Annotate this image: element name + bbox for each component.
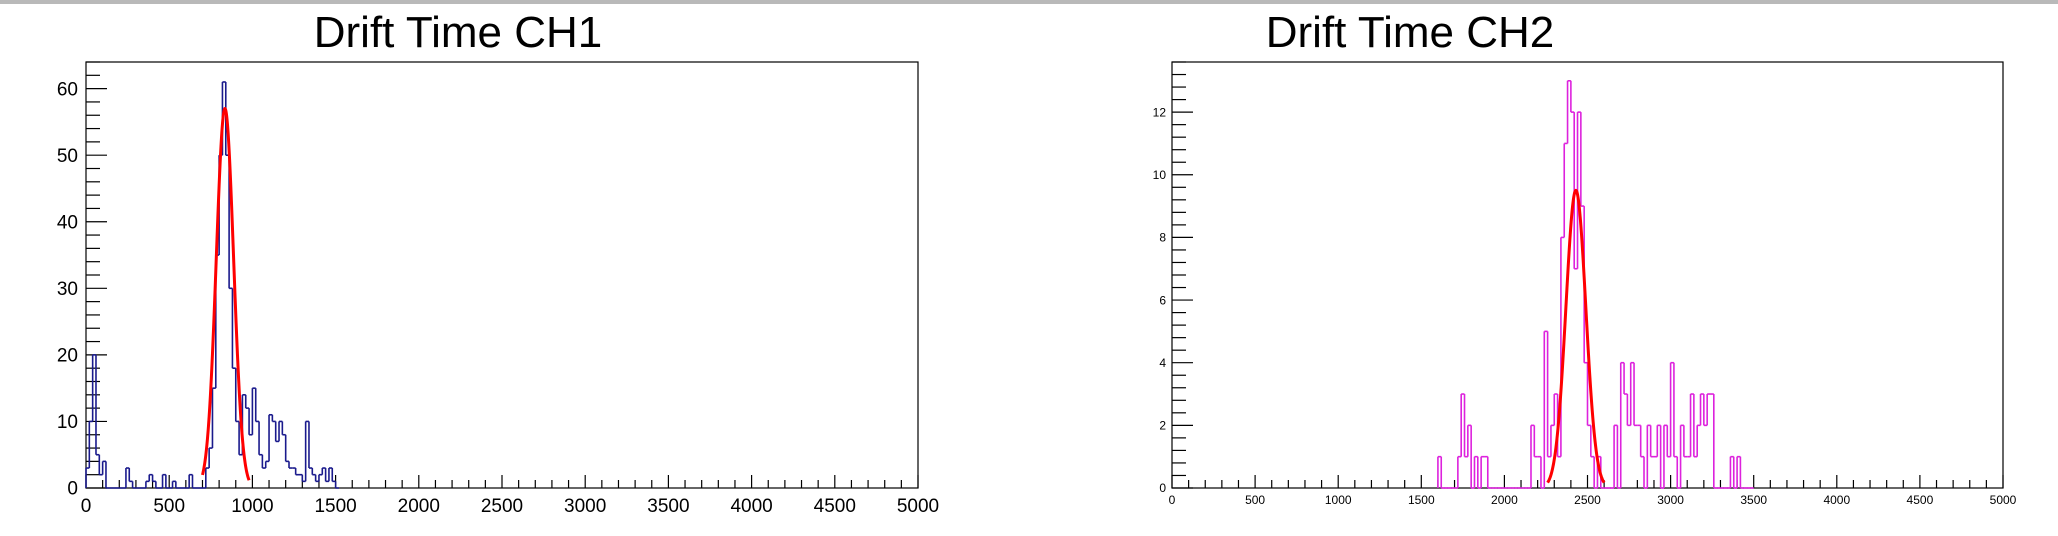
x-tick-label-ch1: 3500 — [647, 496, 689, 517]
x-tick-label-ch1: 500 — [153, 496, 185, 517]
chart-title-ch2: Drift Time CH2 — [1266, 8, 1554, 57]
x-tick-label-ch1: 1000 — [231, 496, 273, 517]
gaussian-fit-curve-ch2 — [1546, 188, 1606, 484]
y-tick-label-ch2: 4 — [1159, 356, 1166, 370]
x-tick-label-ch1: 4000 — [730, 496, 772, 517]
x-tick-label-ch2: 500 — [1245, 493, 1265, 507]
drift-time-ch2-panel: Drift Time CH2 0 500 1000 1500 2000 2500 3000 3… — [1030, 4, 2058, 536]
y-tick-label-ch2: 6 — [1159, 293, 1166, 307]
x-tick-label-ch1: 1500 — [314, 496, 356, 517]
y-tick-label-ch2: 10 — [1153, 168, 1167, 182]
y-tick-label-ch1: 30 — [57, 279, 78, 300]
x-tick-label-ch2: 5000 — [1990, 493, 2017, 507]
x-tick-label-ch2: 4500 — [1907, 493, 1934, 507]
x-tick-label-ch1: 2000 — [398, 496, 440, 517]
x-tick-label-ch2: 1500 — [1408, 493, 1435, 507]
x-tick-label-ch2: 4000 — [1823, 493, 1850, 507]
histogram-ch2 — [1437, 79, 1754, 489]
y-tick-label-ch1: 0 — [67, 479, 78, 500]
y-tick-label-ch1: 20 — [57, 346, 78, 367]
x-tick-label-ch2: 0 — [1169, 493, 1176, 507]
x-tick-label-ch1: 3000 — [564, 496, 606, 517]
x-tick-label-ch2: 3500 — [1740, 493, 1767, 507]
drift-time-ch1-panel: Drift Time CH1 0 500 1000 1500 2000 2500 3000 3… — [0, 4, 1015, 536]
y-tick-label-ch1: 40 — [57, 212, 78, 233]
plot-frame-ch1 — [85, 61, 919, 489]
x-tick-label-ch2: 2000 — [1491, 493, 1518, 507]
y-tick-label-ch1: 10 — [57, 412, 78, 433]
window-top-border — [0, 0, 2058, 4]
y-tick-label-ch2: 12 — [1153, 105, 1167, 119]
y-tick-label-ch1: 60 — [57, 79, 78, 100]
y-tick-label-ch2: 0 — [1159, 481, 1166, 495]
gaussian-fit-curve-ch1 — [201, 107, 251, 481]
drift-time-ch2-histogram: Drift Time CH2 0 500 1000 1500 2000 2500 3000 3… — [1153, 8, 2017, 507]
y-tick-label-ch2: 2 — [1159, 419, 1166, 433]
x-tick-label-ch1: 2500 — [481, 496, 523, 517]
x-tick-label-ch1: 4500 — [814, 496, 856, 517]
chart-title-ch1: Drift Time CH1 — [314, 8, 602, 57]
y-tick-label-ch2: 8 — [1159, 231, 1166, 245]
x-tick-label-ch1: 5000 — [897, 496, 939, 517]
x-tick-label-ch2: 3000 — [1657, 493, 1684, 507]
histogram-ch1 — [85, 81, 339, 489]
x-tick-label-ch2: 2500 — [1574, 493, 1601, 507]
drift-time-ch1-histogram: Drift Time CH1 0 500 1000 1500 2000 2500 3000 3… — [57, 8, 939, 517]
y-tick-label-ch1: 50 — [57, 146, 78, 167]
x-tick-label-ch1: 0 — [81, 496, 92, 517]
x-tick-label-ch2: 1000 — [1325, 493, 1352, 507]
